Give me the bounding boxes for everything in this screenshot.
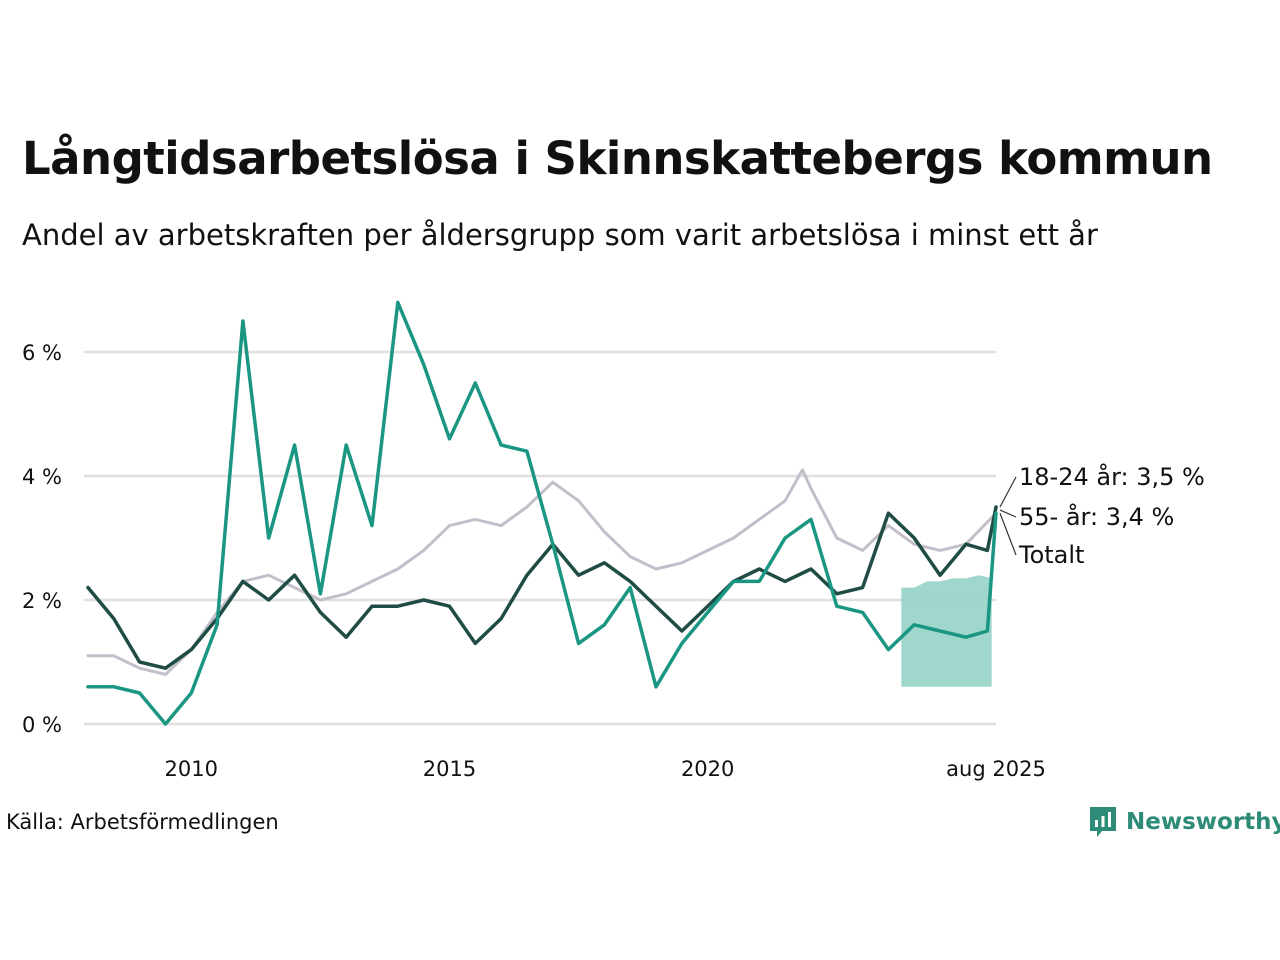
x-axis-ticks: 2010 2015 2020 aug 2025 xyxy=(165,757,1046,781)
source-note: Källa: Arbetsförmedlingen xyxy=(6,810,279,834)
y-tick-label: 4 % xyxy=(22,465,62,489)
y-tick-label: 2 % xyxy=(22,589,62,613)
y-tick-label: 0 % xyxy=(22,713,62,737)
end-labels: 18-24 år: 3,5 % 55- år: 3,4 % Totalt xyxy=(999,462,1205,569)
chart-title: Långtidsarbetslösa i Skinnskattebergs ko… xyxy=(22,132,1213,185)
end-label-leader xyxy=(999,509,1017,518)
x-tick-label: 2010 xyxy=(165,757,218,781)
y-axis-ticks: 0 % 2 % 4 % 6 % xyxy=(22,341,62,737)
y-tick-label: 6 % xyxy=(22,341,62,365)
brand-name: Newsworthy xyxy=(1126,809,1280,835)
x-tick-label: 2020 xyxy=(681,757,734,781)
end-label-leader xyxy=(999,512,1017,556)
end-label-leader xyxy=(999,476,1017,508)
series-lines xyxy=(86,300,998,726)
end-label: 55- år: 3,4 % xyxy=(1019,502,1174,531)
brand-logo[interactable]: Newsworthy xyxy=(1088,805,1280,839)
chart-subtitle: Andel av arbetskraften per åldersgrupp s… xyxy=(22,218,1098,252)
end-label: Totalt xyxy=(1018,541,1084,569)
end-label: 18-24 år: 3,5 % xyxy=(1019,462,1205,491)
x-tick-label: aug 2025 xyxy=(946,757,1046,781)
gridlines xyxy=(84,350,996,726)
newsworthy-icon xyxy=(1090,807,1116,837)
series-line-age-18-24 xyxy=(86,300,998,726)
x-tick-label: 2015 xyxy=(423,757,476,781)
